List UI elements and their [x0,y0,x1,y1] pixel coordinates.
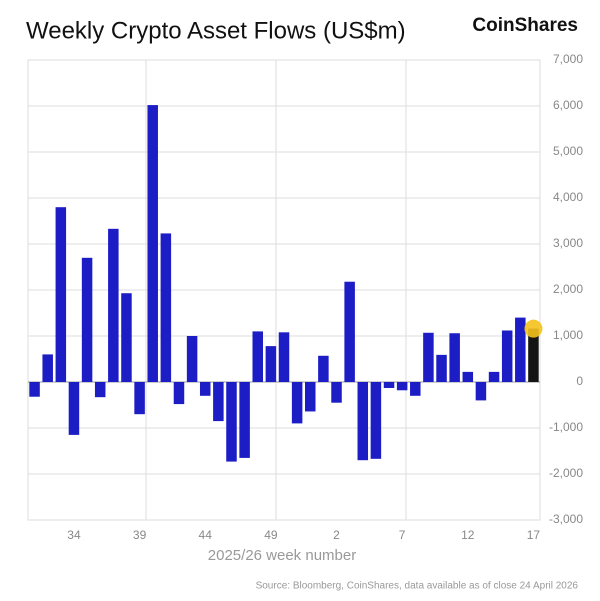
bar [515,317,526,382]
y-tick-label: 5,000 [553,144,583,158]
bar [501,330,513,382]
bar [291,382,303,424]
bar [305,382,316,412]
bar [160,233,172,382]
y-tick-label: -2,000 [549,466,583,480]
bar [42,354,53,382]
bar [475,382,487,401]
bar [199,382,211,396]
bar [396,382,408,391]
bar [108,228,119,382]
bar [252,331,263,382]
y-tick-label: 3,000 [553,236,583,250]
y-tick-label: 0 [576,374,583,388]
x-tick-label: 17 [527,528,541,542]
y-tick-label: -1,000 [549,420,583,434]
bar [357,382,369,461]
bar [186,336,198,382]
bar [213,382,224,422]
y-tick-label: 7,000 [553,52,583,66]
bar [318,355,329,382]
y-tick-label: 2,000 [553,282,583,296]
bar [370,382,382,459]
x-tick-label: 12 [461,528,475,542]
bar [383,382,395,388]
bar [68,382,80,435]
bar [528,328,539,382]
chart-title: Weekly Crypto Asset Flows (US$m) [26,17,406,44]
bar [344,281,355,382]
bar [121,293,132,382]
x-axis-label: 2025/26 week number [208,547,356,564]
y-tick-label: 4,000 [553,190,583,204]
bar [278,332,290,382]
bar [239,382,250,458]
x-tick-label: 44 [199,528,213,542]
brand-logo: CoinShares [472,15,578,36]
bar [134,382,145,415]
bar [55,207,67,382]
x-tick-label: 7 [399,528,406,542]
y-tick-label: -3,000 [549,512,583,526]
y-tick-label: 1,000 [553,328,583,342]
bar [29,382,40,397]
bar [226,382,237,462]
bar [331,382,342,403]
x-tick-label: 49 [264,528,278,542]
bar [462,371,474,382]
bar [423,332,434,382]
bar [410,382,421,396]
bar [449,333,460,382]
bar [81,257,93,382]
y-tick-label: 6,000 [553,98,583,112]
source-note: Source: Bloomberg, CoinShares, data avai… [256,581,579,592]
bar [436,354,447,382]
bar [147,105,158,382]
bar [265,346,277,382]
x-tick-label: 34 [67,528,81,542]
latest-marker [524,319,543,338]
x-tick-label: 2 [333,528,340,542]
bar [173,382,185,405]
bar [94,382,106,398]
x-tick-label: 39 [133,528,147,542]
bar [488,371,500,382]
